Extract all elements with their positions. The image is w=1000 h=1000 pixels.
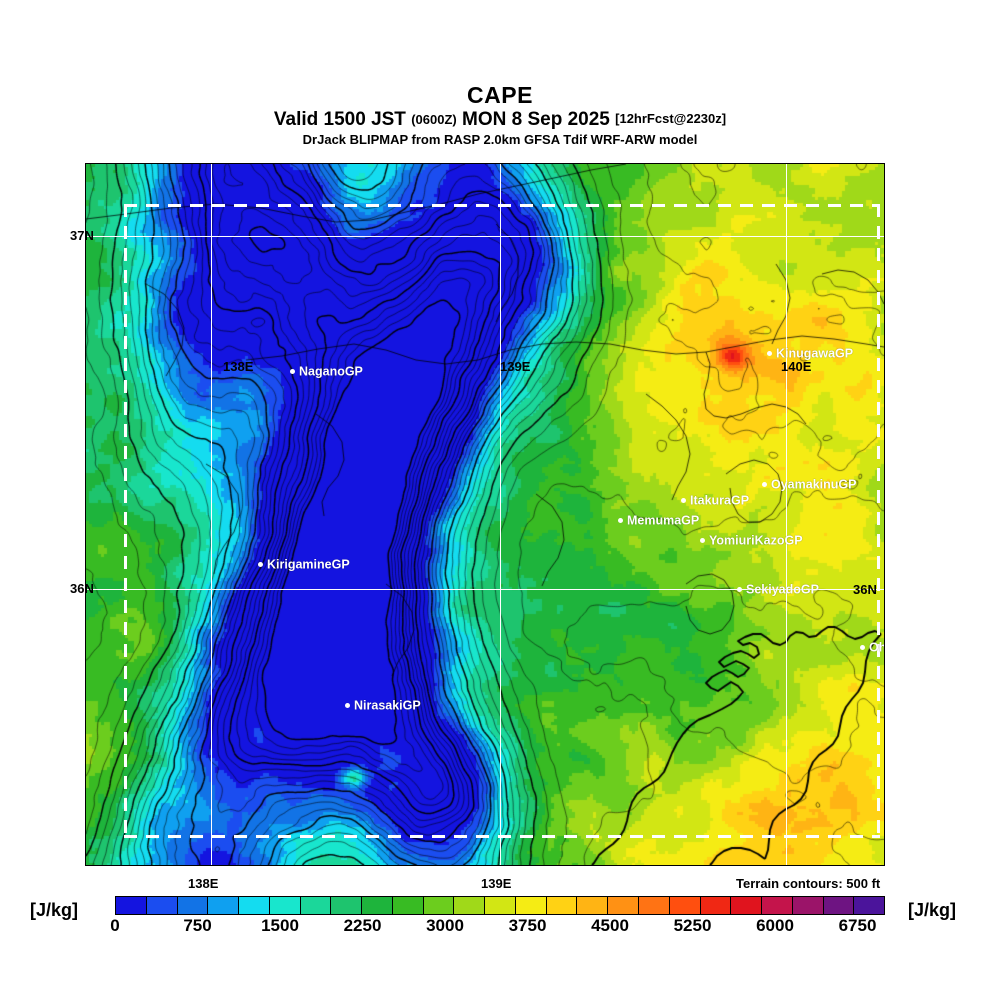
colorbar-ticks: 0 750 1500 2250 3000 3750 4500 5250 6000 6750: [110, 916, 885, 938]
colorbar-swatch-11: [454, 897, 486, 914]
colorbar-swatch-18: [669, 897, 701, 914]
colorbar-tick-1500: 1500: [261, 916, 299, 935]
forecast-tag: [12hrFcst@2230z]: [615, 111, 727, 126]
valid-date: MON 8 Sep 2025: [462, 109, 610, 130]
colorbar-tick-3000: 3000: [426, 916, 464, 935]
colorbar-swatch-21: [762, 897, 793, 914]
colorbar-swatch-24: [854, 897, 885, 914]
valid-time-line: Valid 1500 JST (0600Z) MON 8 Sep 2025 [1…: [0, 108, 1000, 131]
colorbar-tick-3750: 3750: [508, 916, 547, 935]
colorbar-swatch-1: [146, 897, 178, 914]
colorbar-swatch-10: [423, 897, 455, 914]
colorbar-swatch-3: [208, 897, 240, 914]
colorbar-swatch-14: [546, 897, 578, 914]
valid-time-utc: (0600Z): [411, 112, 457, 127]
colorbar-swatch-23: [823, 897, 855, 914]
colorbar[interactable]: [115, 896, 885, 915]
colorbar-swatch-19: [700, 897, 732, 914]
colorbar-swatch-13: [515, 897, 547, 914]
title-block: CAPE Valid 1500 JST (0600Z) MON 8 Sep 20…: [0, 84, 1000, 148]
colorbar-swatch-12: [485, 897, 516, 914]
colorbar-swatch-4: [239, 897, 270, 914]
colorbar-tick-6750: 6750: [838, 916, 877, 935]
colorbar-swatch-5: [269, 897, 301, 914]
colorbar-swatch-2: [177, 897, 209, 914]
lat-label-37N: 37N: [70, 228, 94, 243]
colorbar-swatch-16: [608, 897, 640, 914]
cape-raster: [86, 164, 884, 865]
valid-time-prefix: Valid 1500 JST: [273, 109, 406, 130]
colorbar-swatch-22: [792, 897, 824, 914]
lat-label-36N: 36N: [70, 581, 94, 596]
lon-label-138E-bottom: 138E: [188, 876, 219, 891]
colorbar-tick-750: 750: [183, 916, 212, 935]
colorbar-swatch-9: [392, 897, 424, 914]
colorbar-unit-right: [J/kg]: [908, 900, 957, 920]
colorbar-swatch-17: [639, 897, 670, 914]
lon-label-139E-bottom: 139E: [481, 876, 512, 891]
colorbar-tick-2250: 2250: [343, 916, 382, 935]
terrain-contour-note: Terrain contours: 500 ft: [736, 876, 881, 891]
colorbar-unit-left: [J/kg]: [30, 900, 79, 920]
cape-map[interactable]: 138E 139E 140E 36N NaganoGP KirigamineGP N…: [85, 163, 885, 866]
colorbar-swatch-20: [731, 897, 763, 914]
colorbar-swatch-8: [362, 897, 393, 914]
colorbar-swatch-0: [116, 897, 147, 914]
colorbar-swatch-7: [331, 897, 363, 914]
colorbar-swatch-15: [577, 897, 609, 914]
colorbar-tick-0: 0: [110, 916, 120, 935]
colorbar-swatch-6: [300, 897, 332, 914]
model-attribution: DrJack BLIPMAP from RASP 2.0km GFSA Tdif…: [302, 132, 698, 147]
page-title: CAPE: [467, 82, 533, 108]
colorbar-tick-5250: 5250: [673, 916, 712, 935]
colorbar-tick-4500: 4500: [591, 916, 629, 935]
colorbar-tick-6000: 6000: [756, 916, 794, 935]
